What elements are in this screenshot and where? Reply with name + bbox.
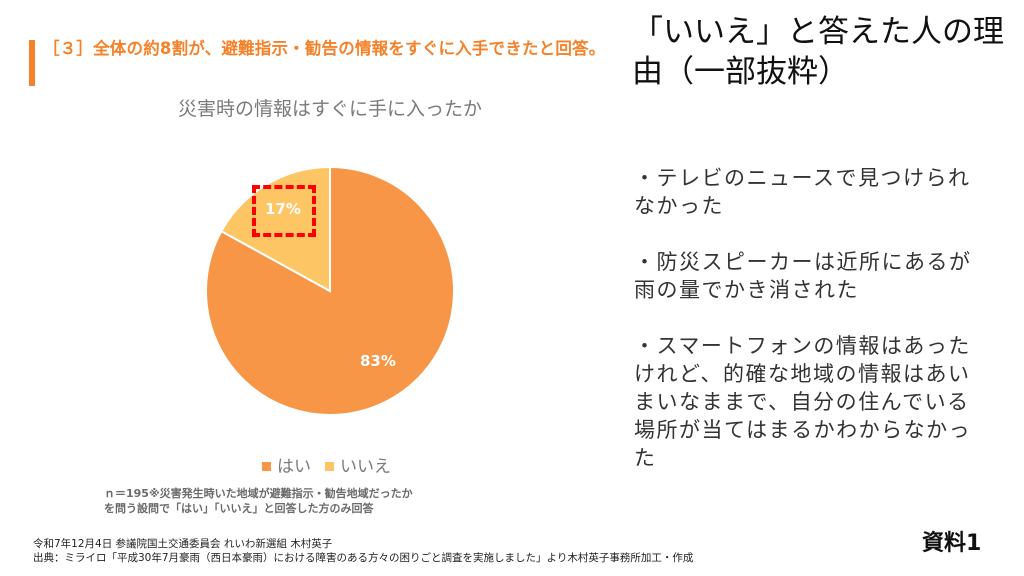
heading-accent-bar xyxy=(29,40,35,86)
pie-label-no: 17% xyxy=(265,200,301,218)
legend-label-yes: はい xyxy=(277,457,311,477)
pie-chart xyxy=(205,165,456,416)
footer-line1: 令和7年12月4日 参議院国土交通委員会 れいわ新選組 木村英子 xyxy=(33,538,333,550)
reason-item: ・スマートフォンの情報はあったけれど、的確な地域の情報はあいまいなままで、自分の… xyxy=(634,334,972,470)
pie-slice-no xyxy=(220,165,331,293)
reasons-list: ・テレビのニュースで見つけられなかった ・防災スピーカーは近所にあるが雨の量でか… xyxy=(634,164,979,500)
highlight-annotation-box xyxy=(252,185,316,237)
footer-line2: 出典：ミライロ「平成30年7月豪雨（西日本豪雨）における障害のある方々の困りごと… xyxy=(33,552,694,564)
legend-item-no: いいえ xyxy=(325,452,391,477)
chart-note: ｎ＝195※災害発生時いた地域が避難指示・勧告地域だったか を問う設問で「はい」… xyxy=(104,486,544,516)
chart-title: 災害時の情報はすぐに手に入ったか xyxy=(177,98,482,120)
reasons-title: 「いいえ」と答えた人の理由（一部抜粋） xyxy=(632,14,1004,90)
legend-swatch-no xyxy=(325,461,334,471)
legend-swatch-yes xyxy=(262,461,271,471)
legend-label-no: いいえ xyxy=(340,457,391,477)
chart-note-line2: を問う設問で「はい」「いいえ」と回答した方のみ回答 xyxy=(104,502,374,515)
chart-note-line1: ｎ＝195※災害発生時いた地域が避難指示・勧告地域だったか xyxy=(104,487,413,500)
document-label: 資料1 xyxy=(922,531,982,556)
legend-item-yes: はい xyxy=(262,452,311,477)
reason-item: ・テレビのニュースで見つけられなかった xyxy=(634,166,971,218)
pie-label-yes: 83% xyxy=(360,352,396,370)
reason-item: ・防災スピーカーは近所にあるが雨の量でかき消された xyxy=(634,250,972,302)
chart-legend: はい いいえ xyxy=(262,452,391,477)
footer-source: 令和7年12月4日 参議院国土交通委員会 れいわ新選組 木村英子 出典：ミライロ… xyxy=(33,537,693,565)
slide-heading: ［３］全体の約8割が、避難指示・勧告の情報をすぐに入手できたと回答。 xyxy=(43,39,606,58)
